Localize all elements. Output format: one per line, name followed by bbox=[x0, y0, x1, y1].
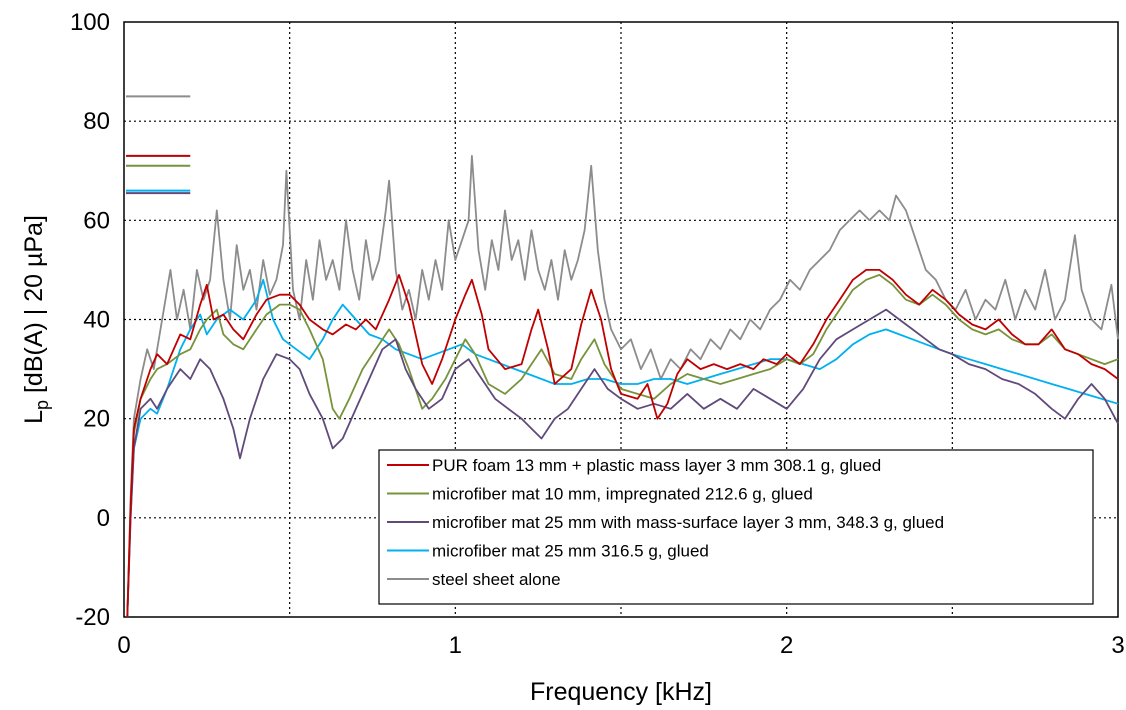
y-tick-label-1: 0 bbox=[97, 505, 110, 532]
overall-level-markers bbox=[126, 95, 191, 195]
y-axis-title: Lp [dB(A) | 20 µPa] bbox=[20, 215, 52, 424]
y-tick-label-5: 80 bbox=[83, 108, 110, 135]
x-axis-title: Frequency [kHz] bbox=[530, 678, 712, 706]
legend-box bbox=[378, 449, 1094, 605]
y-tick-label-4: 60 bbox=[83, 207, 110, 234]
y-tick-label-6: 100 bbox=[70, 9, 110, 36]
y-tick-label-2: 20 bbox=[83, 406, 110, 433]
series-line-2 bbox=[126, 308, 1119, 618]
y-tick-labels: -20 0 20 40 60 80 100 bbox=[70, 9, 110, 631]
series-line-3 bbox=[126, 278, 1119, 618]
series-line-1 bbox=[126, 274, 1119, 618]
plot-frame bbox=[123, 21, 1119, 618]
series-line-4 bbox=[126, 155, 1119, 618]
legend-label-1: microfiber mat 10 mm, impregnated 212.6 … bbox=[432, 485, 813, 504]
x-tick-label-6: 3 bbox=[1111, 632, 1124, 659]
legend-label-4: steel sheet alone bbox=[432, 570, 561, 589]
legend: PUR foam 13 mm + plastic mass layer 3 mm… bbox=[378, 449, 1094, 605]
y-tick-label-0: -20 bbox=[75, 604, 110, 631]
x-tick-label-0: 0 bbox=[117, 632, 130, 659]
y-tick-label-3: 40 bbox=[83, 307, 110, 334]
y-axis-title-main: L bbox=[20, 410, 48, 424]
y-axis-title-rest: [dB(A) | 20 µPa] bbox=[20, 215, 48, 400]
legend-label-3: microfiber mat 25 mm 316.5 g, glued bbox=[432, 542, 709, 561]
y-axis-title-subscript: p bbox=[32, 400, 52, 410]
x-tick-labels: 0 1 2 3 bbox=[117, 632, 1124, 659]
series-lines bbox=[126, 155, 1119, 618]
legend-label-2: microfiber mat 25 mm with mass-surface l… bbox=[432, 513, 944, 532]
x-tick-label-4: 2 bbox=[780, 632, 793, 659]
series-line-0 bbox=[126, 269, 1119, 618]
legend-label-0: PUR foam 13 mm + plastic mass layer 3 mm… bbox=[432, 456, 881, 475]
x-tick-label-2: 1 bbox=[449, 632, 462, 659]
